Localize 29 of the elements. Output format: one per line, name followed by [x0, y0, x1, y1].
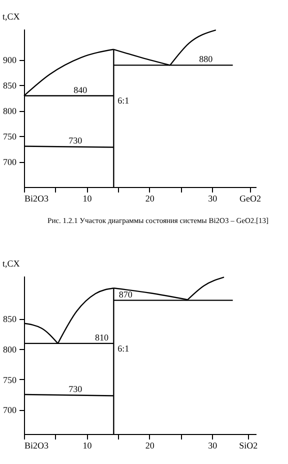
x-tick-label: 10 — [82, 440, 92, 450]
y-tick-label: 900 — [3, 55, 17, 66]
x-tick-label: 30 — [208, 440, 218, 450]
x-tick-label: 20 — [145, 194, 155, 204]
x-tick-label: 10 — [82, 194, 92, 204]
y-tick-label: 800 — [3, 344, 17, 354]
y-tick-label: 750 — [3, 132, 17, 142]
y-axis-title: t,CX — [2, 258, 20, 268]
x-tick-label: 20 — [145, 440, 155, 450]
annotation: 810 — [95, 332, 109, 342]
x-tick-label: 30 — [208, 194, 218, 204]
annotation: 730 — [68, 136, 83, 146]
y-tick-label: 850 — [3, 80, 17, 91]
y-tick-label: 700 — [3, 157, 17, 168]
x-tick-label: Bi2O3 — [24, 194, 50, 204]
x-tick-label: GeO2 — [239, 194, 261, 204]
y-tick-label: 850 — [3, 314, 17, 324]
annotation: 880 — [199, 54, 214, 64]
annotation: 840 — [74, 84, 88, 95]
y-tick-label: 750 — [3, 374, 17, 385]
annotation: 6:1 — [118, 343, 130, 354]
x-tick-label: Bi2O3 — [24, 440, 50, 450]
y-tick-label: 700 — [3, 405, 17, 416]
y-axis-title: t,CX — [2, 12, 20, 22]
x-tick-label: SiO2 — [239, 440, 258, 450]
y-tick-label: 800 — [3, 106, 17, 116]
annotation: 730 — [68, 384, 83, 394]
annotation: 6:1 — [118, 95, 130, 106]
annotation: 870 — [118, 289, 133, 300]
